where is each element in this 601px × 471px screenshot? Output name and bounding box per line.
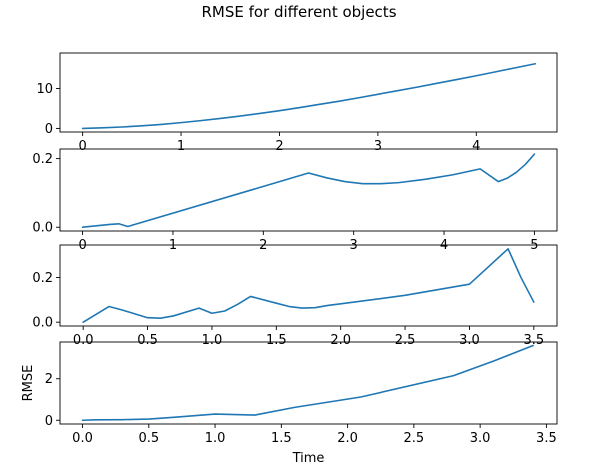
series-line-2-1 [81,153,536,229]
axes-frame-1 [59,52,558,133]
x-tick-label-1-4: 4 [472,139,480,154]
x-tick-label-2-5: 5 [530,238,538,253]
axes-frame-2 [59,148,558,232]
x-tick-label-2-3: 3 [350,238,358,253]
y-tick-label-4-0: 0 [45,414,53,429]
subplots: 0 1 2 3 4 0 10 0 1 2 3 4 5 0.0 0.2 0.0 0.5 1.0 1.5 2.0 2.5 3.… [21,52,558,466]
x-tick-label-4-7: 3.5 [536,431,557,446]
x-tick-label-3-5: 2.5 [395,333,416,348]
x-tick-label-3-2: 1.0 [202,333,223,348]
series-line-4-1 [81,344,534,422]
y-tick-label-1-0: 0 [45,122,53,137]
subplot-2: 0 1 2 3 4 5 0.0 0.2 [32,148,558,253]
x-tick-label-1-2: 2 [275,139,283,154]
y-tick-label-2-1: 0.2 [32,152,53,167]
x-tick-label-2-2: 2 [259,238,267,253]
y-tick-label-3-0: 0.0 [32,316,53,331]
x-tick-label-4-1: 0.5 [138,431,159,446]
x-tick-label-1-1: 1 [177,139,185,154]
y-tick-label-1-1: 10 [36,82,53,97]
x-tick-label-4-3: 1.5 [271,431,292,446]
figure-title: RMSE for different objects [201,3,396,21]
subplot-4: 0.0 0.5 1.0 1.5 2.0 2.5 3.0 3.5 0 2 Time RMSE [21,341,558,466]
x-tick-label-3-6: 3.0 [459,333,480,348]
x-tick-label-3-3: 1.5 [266,333,287,348]
x-tick-label-3-7: 3.5 [523,333,544,348]
axes-frame-3 [59,244,558,327]
x-tick-label-2-1: 1 [169,238,177,253]
x-tick-label-4-0: 0.0 [72,431,93,446]
y-axis-label-4: RMSE [21,365,36,402]
x-tick-label-3-0: 0.0 [73,333,94,348]
series-line-3-1 [82,248,535,324]
x-tick-label-4-2: 1.0 [205,431,226,446]
x-tick-label-1-0: 0 [78,139,86,154]
x-tick-label-3-1: 0.5 [137,333,158,348]
x-axis-label-4: Time [292,451,325,466]
subplot-1: 0 1 2 3 4 0 10 [36,52,558,154]
x-tick-label-2-0: 0 [78,238,86,253]
x-tick-label-4-5: 2.5 [404,431,425,446]
x-tick-label-1-3: 3 [374,139,382,154]
subplot-3: 0.0 0.5 1.0 1.5 2.0 2.5 3.0 3.5 0.0 0.2 [32,244,558,348]
y-tick-label-4-1: 2 [45,372,53,387]
series-line-1-1 [81,62,537,130]
x-tick-label-3-4: 2.0 [330,333,351,348]
y-tick-label-2-0: 0.0 [32,221,53,236]
x-tick-label-4-4: 2.0 [337,431,358,446]
x-tick-label-2-4: 4 [440,238,448,253]
axes-frame-4 [59,341,558,425]
y-tick-label-3-1: 0.2 [32,271,53,286]
x-tick-label-4-6: 3.0 [470,431,491,446]
